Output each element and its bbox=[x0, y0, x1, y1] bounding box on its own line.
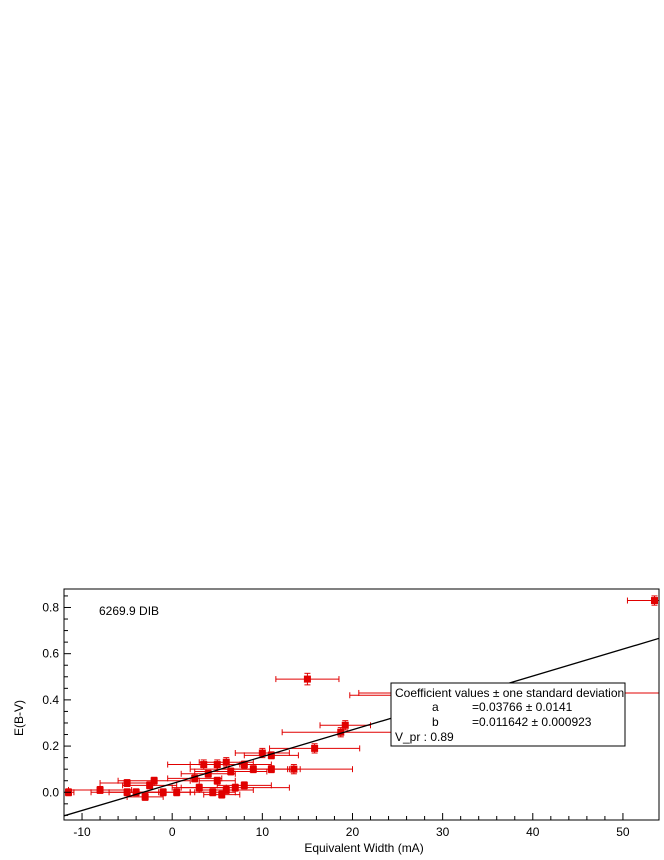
data-point bbox=[231, 784, 239, 792]
x-tick-label: 20 bbox=[346, 825, 360, 839]
x-tick-label: 0 bbox=[169, 825, 176, 839]
legend-row-b-name: b bbox=[432, 715, 439, 729]
data-point bbox=[132, 788, 140, 796]
data-point bbox=[258, 749, 266, 757]
y-tick-label: 0.6 bbox=[42, 647, 59, 661]
data-point bbox=[159, 788, 167, 796]
data-point bbox=[311, 744, 319, 752]
data-point bbox=[213, 761, 221, 769]
legend-title: Coefficient values ± one standard deviat… bbox=[395, 686, 624, 700]
x-tick-label: -10 bbox=[73, 825, 91, 839]
data-point bbox=[222, 786, 230, 794]
plot-frame bbox=[63, 588, 660, 821]
data-point bbox=[213, 777, 221, 785]
data-point bbox=[337, 728, 345, 736]
data-point bbox=[249, 765, 257, 773]
data-point bbox=[227, 767, 235, 775]
x-tick-label: 50 bbox=[616, 825, 630, 839]
data-point bbox=[290, 765, 298, 773]
legend-footer: V_pr : 0.89 bbox=[395, 730, 454, 744]
data-point bbox=[195, 784, 203, 792]
y-axis-label: E(B-V) bbox=[12, 700, 26, 736]
data-point bbox=[123, 779, 131, 787]
data-point bbox=[191, 774, 199, 782]
y-tick-label: 0.4 bbox=[42, 693, 59, 707]
legend-frame bbox=[390, 682, 626, 747]
x-tick-label: 10 bbox=[256, 825, 270, 839]
legend-row-b-value: =0.011642 ± 0.000923 bbox=[472, 715, 592, 729]
data-point bbox=[240, 781, 248, 789]
data-point bbox=[341, 721, 349, 729]
data-point bbox=[96, 786, 104, 794]
data-point bbox=[123, 788, 131, 796]
legend-row-a-value: =0.03766 ± 0.0141 bbox=[472, 700, 573, 714]
legend-row-a-name: a bbox=[432, 700, 439, 714]
data-point bbox=[303, 675, 311, 683]
data-point bbox=[173, 788, 181, 796]
data-point bbox=[218, 791, 226, 799]
fit-line bbox=[64, 637, 659, 817]
data-point bbox=[141, 793, 149, 801]
data-point bbox=[240, 761, 248, 769]
data-point bbox=[204, 770, 212, 778]
y-tick-label: 0.2 bbox=[42, 739, 59, 753]
data-point bbox=[146, 781, 154, 789]
legend-box: Coefficient values ± one standard deviat… bbox=[390, 682, 626, 747]
x-axis-label: Equivalent Width (mA) bbox=[304, 841, 423, 855]
y-tick-label: 0.8 bbox=[42, 600, 59, 614]
data-point bbox=[200, 761, 208, 769]
data-point bbox=[209, 788, 217, 796]
x-tick-label: 30 bbox=[436, 825, 450, 839]
data-point bbox=[222, 758, 230, 766]
data-point bbox=[267, 751, 275, 759]
data-point bbox=[150, 777, 158, 785]
axes-layer: -10 0 10 20 30 40 50 0.0 0.2 0.4 0.6 0.8 bbox=[42, 595, 630, 839]
chart-annotation: 6269.9 DIB bbox=[99, 604, 159, 618]
data-point bbox=[650, 597, 658, 605]
y-tick-label: 0.0 bbox=[42, 785, 59, 799]
x-tick-label: 40 bbox=[526, 825, 540, 839]
data-point bbox=[267, 765, 275, 773]
